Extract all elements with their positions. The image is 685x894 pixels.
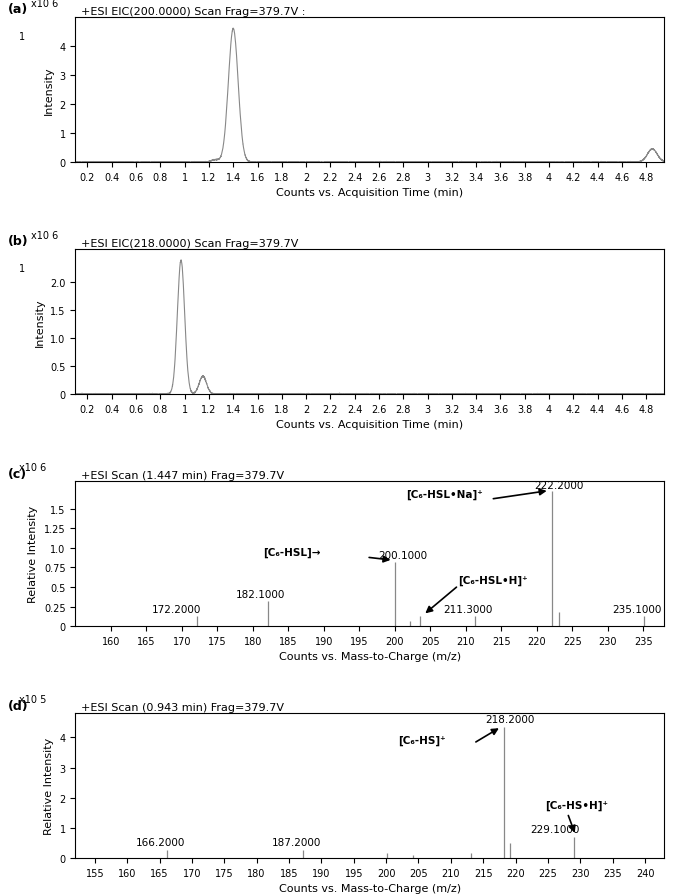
Text: 166.2000: 166.2000 — [136, 837, 186, 847]
Text: 187.2000: 187.2000 — [272, 837, 321, 847]
Text: +ESI Scan (0.943 min) Frag=379.7V: +ESI Scan (0.943 min) Frag=379.7V — [82, 703, 284, 713]
Text: [C₆-HS•H]⁺: [C₆-HS•H]⁺ — [545, 800, 608, 810]
Y-axis label: Intensity: Intensity — [44, 66, 54, 114]
Text: (d): (d) — [8, 699, 28, 712]
Text: x10 6: x10 6 — [32, 231, 58, 241]
Text: +ESI Scan (1.447 min) Frag=379.7V: +ESI Scan (1.447 min) Frag=379.7V — [82, 471, 284, 481]
Text: 182.1000: 182.1000 — [236, 590, 285, 600]
Y-axis label: Intensity: Intensity — [35, 298, 45, 347]
Text: [C₆-HS]⁺: [C₆-HS]⁺ — [398, 735, 445, 745]
Text: 1: 1 — [19, 265, 25, 274]
X-axis label: Counts vs. Acquisition Time (min): Counts vs. Acquisition Time (min) — [276, 420, 464, 430]
Text: 1: 1 — [19, 32, 25, 42]
Text: 229.1000: 229.1000 — [530, 824, 580, 834]
Text: [C₆-HSL•H]⁺: [C₆-HSL•H]⁺ — [459, 576, 528, 586]
Text: +ESI EIC(218.0000) Scan Frag=379.7V: +ESI EIC(218.0000) Scan Frag=379.7V — [82, 239, 299, 249]
Text: 211.3000: 211.3000 — [443, 604, 493, 615]
Text: (a): (a) — [8, 4, 28, 16]
Text: 172.2000: 172.2000 — [151, 604, 201, 615]
Text: x10 5: x10 5 — [19, 695, 47, 704]
Text: 218.2000: 218.2000 — [486, 714, 535, 724]
Text: x10 6: x10 6 — [19, 463, 47, 473]
Text: [C₆-HSL•Na]⁺: [C₆-HSL•Na]⁺ — [406, 489, 483, 500]
Text: 200.1000: 200.1000 — [378, 551, 427, 561]
Y-axis label: Relative Intensity: Relative Intensity — [29, 505, 38, 603]
Text: 235.1000: 235.1000 — [612, 604, 662, 615]
X-axis label: Counts vs. Mass-to-Charge (m/z): Counts vs. Mass-to-Charge (m/z) — [279, 883, 461, 893]
Text: x10 6: x10 6 — [32, 0, 58, 9]
X-axis label: Counts vs. Mass-to-Charge (m/z): Counts vs. Mass-to-Charge (m/z) — [279, 652, 461, 662]
Y-axis label: Relative Intensity: Relative Intensity — [44, 738, 54, 834]
Text: +ESI EIC(200.0000) Scan Frag=379.7V :: +ESI EIC(200.0000) Scan Frag=379.7V : — [82, 7, 306, 17]
Text: (c): (c) — [8, 467, 27, 480]
Text: 222.2000: 222.2000 — [535, 480, 584, 490]
Text: [C₆-HSL]→: [C₆-HSL]→ — [263, 547, 321, 558]
X-axis label: Counts vs. Acquisition Time (min): Counts vs. Acquisition Time (min) — [276, 188, 464, 198]
Text: (b): (b) — [8, 235, 28, 249]
